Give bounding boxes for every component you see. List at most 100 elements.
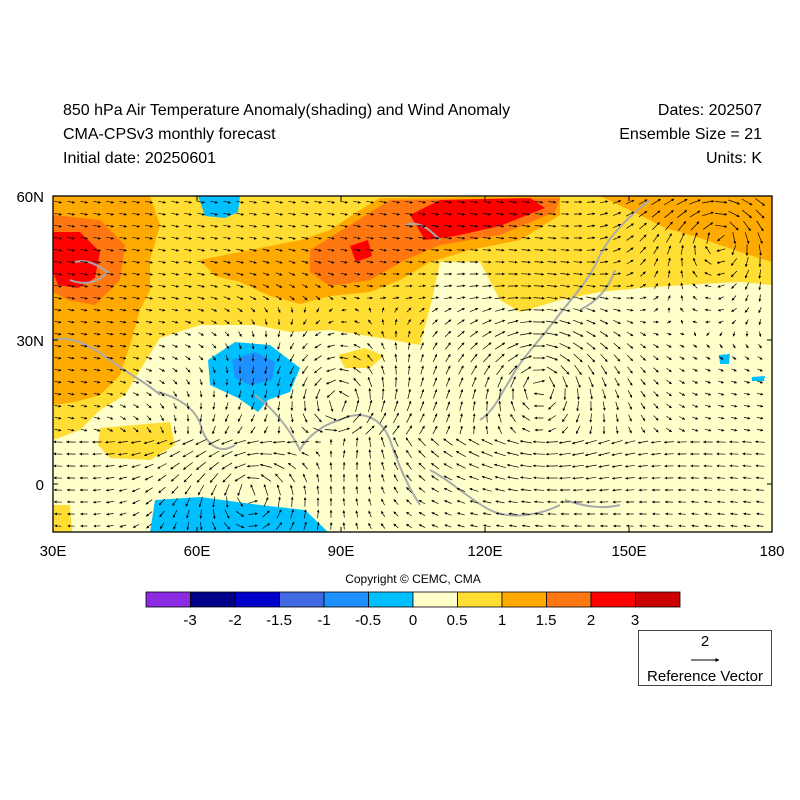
wind-vector [288, 212, 296, 216]
wind-vector [600, 248, 609, 252]
wind-vector [327, 224, 335, 228]
wind-vector [613, 331, 621, 337]
wind-vector [314, 236, 322, 240]
wind-vector [394, 342, 398, 350]
wind-vector [236, 236, 244, 240]
wind-vector [600, 236, 609, 240]
wind-vector [381, 365, 385, 375]
wind-vector [653, 367, 659, 373]
wind-vector [560, 248, 570, 252]
wind-vector [249, 236, 257, 240]
wind-vector [586, 200, 596, 204]
wind-vector [340, 272, 348, 276]
wind-vector [508, 260, 518, 264]
wind-vector [223, 200, 231, 204]
wind-vector [666, 356, 672, 360]
wind-vector [275, 272, 283, 276]
wind-vector [132, 380, 140, 384]
wind-vector [546, 284, 558, 288]
wind-vector [470, 224, 479, 228]
wind-vector [547, 248, 557, 252]
coastline-mideast [53, 337, 161, 396]
wind-vector [573, 353, 583, 363]
wind-vector [626, 223, 634, 229]
wind-vector [223, 212, 231, 216]
wind-vector [586, 236, 596, 240]
wind-vector [303, 307, 307, 313]
wind-vector [653, 308, 659, 312]
wind-vector [367, 354, 373, 362]
colorbar-label: 3 [631, 612, 639, 629]
wind-vector [249, 296, 257, 300]
wind-vector [714, 200, 728, 204]
wind-vector [626, 259, 634, 265]
wind-vector [275, 284, 283, 288]
wind-vector [288, 200, 296, 204]
wind-vector [158, 320, 166, 324]
wind-vector [302, 342, 308, 350]
wind-vector [197, 260, 205, 264]
wind-vector [731, 244, 737, 256]
wind-vector [653, 355, 659, 361]
wind-vector [211, 320, 217, 324]
wind-vector [262, 212, 270, 216]
wind-vector [522, 376, 530, 388]
wind-vector [613, 260, 621, 264]
lon-tick-180: 180 [759, 543, 784, 560]
wind-vector [225, 343, 229, 349]
wind-vector [521, 236, 531, 240]
wind-vector [171, 212, 179, 216]
colorbar-label: 0 [409, 612, 417, 629]
wind-vector [327, 236, 335, 240]
wind-vector [715, 224, 728, 228]
wind-vector [758, 269, 762, 279]
wind-vector [420, 365, 424, 375]
wind-vector [277, 365, 281, 375]
wind-vector [445, 342, 451, 350]
wind-vector [199, 367, 203, 373]
wind-vector [575, 376, 581, 388]
colorbar-label: -3 [183, 612, 196, 629]
wind-vector [680, 319, 684, 325]
wind-vector [93, 200, 101, 204]
wind-vector [405, 236, 413, 240]
wind-vector [132, 296, 140, 300]
wind-vector [702, 222, 714, 230]
wind-vector [407, 365, 411, 375]
wind-vector [482, 353, 492, 363]
wind-vector [288, 272, 296, 276]
colorbar [145, 591, 681, 608]
wind-vector [653, 245, 659, 254]
wind-vector [184, 308, 192, 312]
wind-vector [314, 200, 322, 204]
wind-vector [599, 296, 609, 300]
wind-vector [223, 296, 231, 300]
wind-vector [665, 221, 673, 231]
wind-vector [184, 296, 192, 300]
wind-vector [251, 330, 255, 338]
wind-vector [433, 377, 438, 387]
colorbar-swatch [279, 591, 325, 608]
wind-vector [718, 356, 724, 360]
wind-vector [340, 200, 348, 204]
wind-vector [745, 319, 749, 325]
wind-vector [717, 308, 724, 312]
wind-vector [599, 200, 609, 204]
wind-vector [469, 296, 479, 300]
wind-vector [288, 224, 296, 228]
wind-vector [706, 332, 710, 336]
wind-vector [522, 212, 531, 216]
colorbar-swatch [546, 591, 592, 608]
wind-vector [185, 344, 191, 348]
wind-vector [418, 296, 426, 300]
wind-vector [640, 258, 646, 266]
wind-vector [482, 296, 493, 300]
wind-vector [394, 307, 398, 313]
wind-vector [54, 296, 62, 300]
wind-vector [314, 343, 322, 349]
wind-vector [676, 198, 688, 206]
wind-vector [626, 343, 634, 349]
wind-vector [302, 284, 308, 288]
wind-vector [381, 342, 385, 350]
coastline-indonesia [429, 469, 561, 517]
